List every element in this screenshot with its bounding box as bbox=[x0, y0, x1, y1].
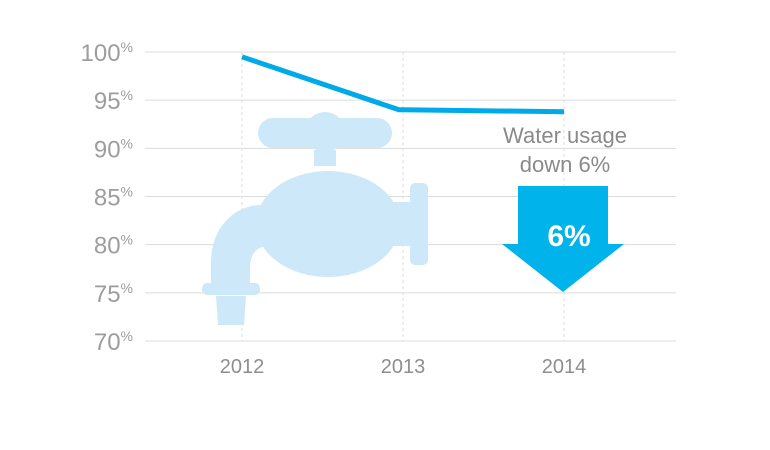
y-tick-unit: % bbox=[121, 232, 133, 248]
x-tick-label: 2012 bbox=[220, 356, 265, 378]
y-tick-label: 85% bbox=[94, 184, 133, 212]
y-tick-unit: % bbox=[121, 135, 133, 151]
y-tick-label: 80% bbox=[94, 232, 133, 260]
y-tick-label: 75% bbox=[94, 280, 133, 308]
y-tick-value: 80 bbox=[94, 233, 121, 260]
y-tick-value: 70 bbox=[94, 329, 121, 356]
y-tick-value: 90 bbox=[94, 136, 121, 163]
y-tick-label: 95% bbox=[94, 87, 133, 115]
faucet-wall-flange bbox=[410, 183, 428, 265]
x-axis-ticks: 2012 2013 2014 bbox=[220, 356, 587, 378]
y-tick-unit: % bbox=[121, 280, 133, 296]
y-tick-label: 90% bbox=[94, 135, 133, 163]
y-tick-value: 85 bbox=[94, 185, 121, 212]
down-arrow-shape bbox=[502, 186, 624, 292]
y-tick-value: 75 bbox=[94, 281, 121, 308]
arrow-label: 6% bbox=[547, 220, 590, 253]
faucet-stem bbox=[314, 150, 336, 166]
y-tick-label: 70% bbox=[94, 328, 133, 356]
faucet-handle-knob bbox=[305, 112, 345, 152]
down-arrow-icon: 6% bbox=[502, 186, 624, 292]
y-tick-value: 100 bbox=[81, 40, 121, 67]
series-layer bbox=[241, 54, 565, 115]
faucet-nozzle bbox=[216, 296, 246, 325]
y-tick-unit: % bbox=[121, 87, 133, 103]
y-axis-ticks: 100%95%90%85%80%75%70% bbox=[81, 39, 134, 356]
faucet-icon bbox=[202, 112, 428, 325]
faucet-body bbox=[256, 171, 400, 277]
y-tick-unit: % bbox=[121, 39, 133, 55]
y-tick-unit: % bbox=[121, 184, 133, 200]
y-tick-value: 95 bbox=[94, 88, 121, 115]
faucet-nozzle-ring bbox=[202, 283, 260, 295]
faucet-spout bbox=[211, 205, 290, 290]
callout-line-1: Water usage bbox=[503, 123, 627, 148]
faucet-connector bbox=[392, 202, 410, 246]
series-line bbox=[241, 54, 565, 115]
callout-line-2: down 6% bbox=[520, 152, 611, 177]
x-tick-label: 2013 bbox=[381, 356, 426, 378]
x-tick-label: 2014 bbox=[542, 356, 587, 378]
y-tick-unit: % bbox=[121, 328, 133, 344]
y-tick-label: 100% bbox=[81, 39, 134, 67]
